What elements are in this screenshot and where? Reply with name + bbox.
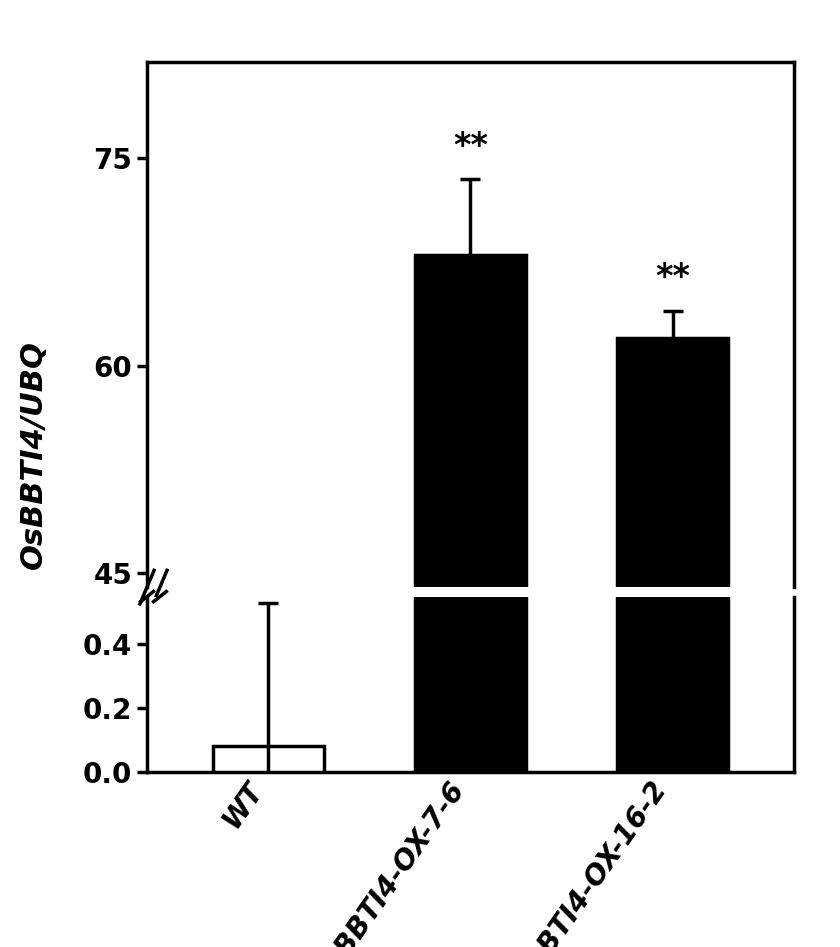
Text: OsBBTI4/UBQ: OsBBTI4/UBQ	[19, 340, 48, 569]
Bar	[617, 0, 728, 772]
Text: **: **	[453, 130, 488, 163]
Bar	[213, 746, 324, 772]
Bar	[617, 338, 728, 947]
Bar	[415, 255, 526, 947]
Bar	[415, 0, 526, 772]
Text: **: **	[655, 261, 690, 294]
